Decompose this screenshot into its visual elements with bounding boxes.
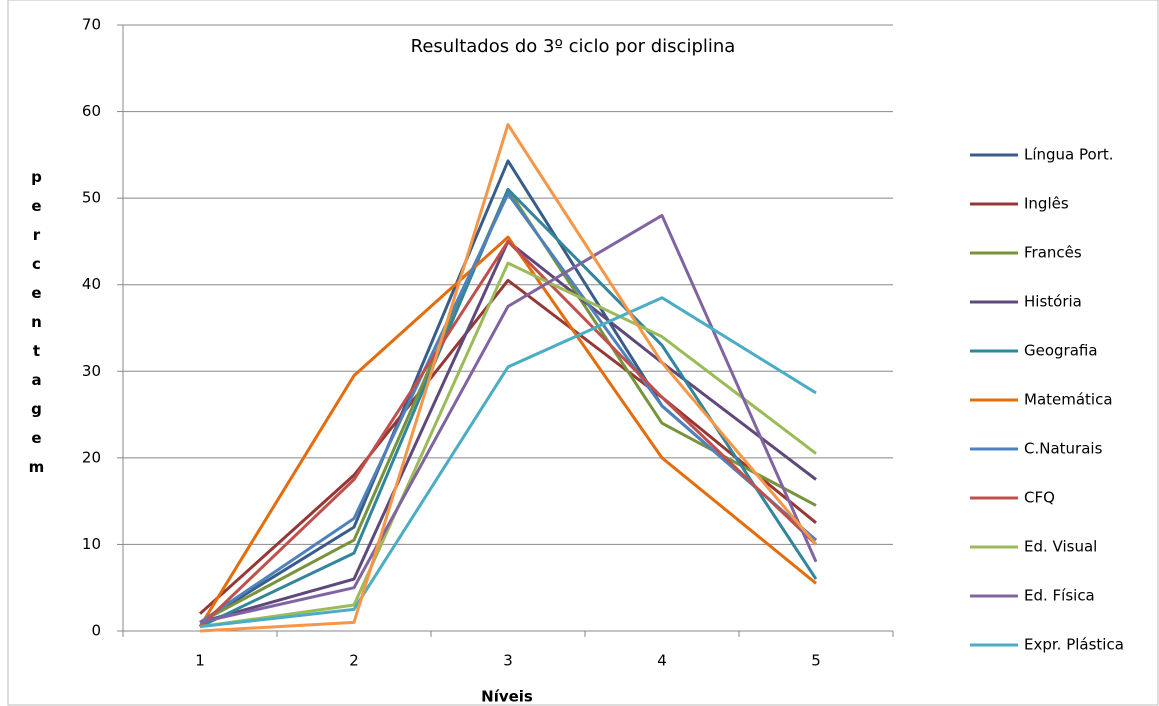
legend-label: Inglês [1024,195,1069,213]
x-tick-label: 1 [195,652,205,670]
series-line [198,278,817,615]
series-line [199,123,818,633]
series-line [199,159,817,624]
legend-label: CFQ [1024,489,1055,507]
legend-label: Língua Port. [1024,146,1114,164]
series-line [198,235,817,628]
x-tick-label: 2 [349,652,359,670]
legend-label: Ed. Física [1024,587,1095,605]
series-line [198,239,818,628]
y-tick-label: 10 [82,535,101,553]
legend-label: Francês [1024,244,1082,262]
series-line [199,187,817,624]
y-tick-label: 0 [91,622,101,640]
chart-frame [7,0,1159,706]
x-axis-label: Níveis [481,688,533,706]
series-line [199,261,817,629]
chart-title: Resultados do 3º ciclo por disciplina [411,36,736,57]
legend-label: História [1024,293,1082,311]
y-tick-label: 60 [82,102,101,120]
y-tick-label: 50 [82,189,101,207]
legend-label: Ed. Visual [1024,538,1097,556]
legend-label: Geografia [1024,342,1098,360]
x-tick-label: 5 [811,652,821,670]
y-tick-label: 30 [82,362,101,380]
x-tick-label: 4 [657,652,667,670]
y-tick-label: 40 [82,275,101,293]
x-tick-label: 3 [503,652,513,670]
legend-label: Expr. Plástica [1024,636,1124,654]
y-axis-label: percentagem [28,168,46,487]
legend-label: Matemática [1024,391,1113,409]
y-tick-label: 70 [82,16,101,34]
series-line [199,192,817,624]
series-line [199,296,817,629]
legend-label: C.Naturais [1024,440,1103,458]
y-tick-label: 20 [82,448,101,466]
